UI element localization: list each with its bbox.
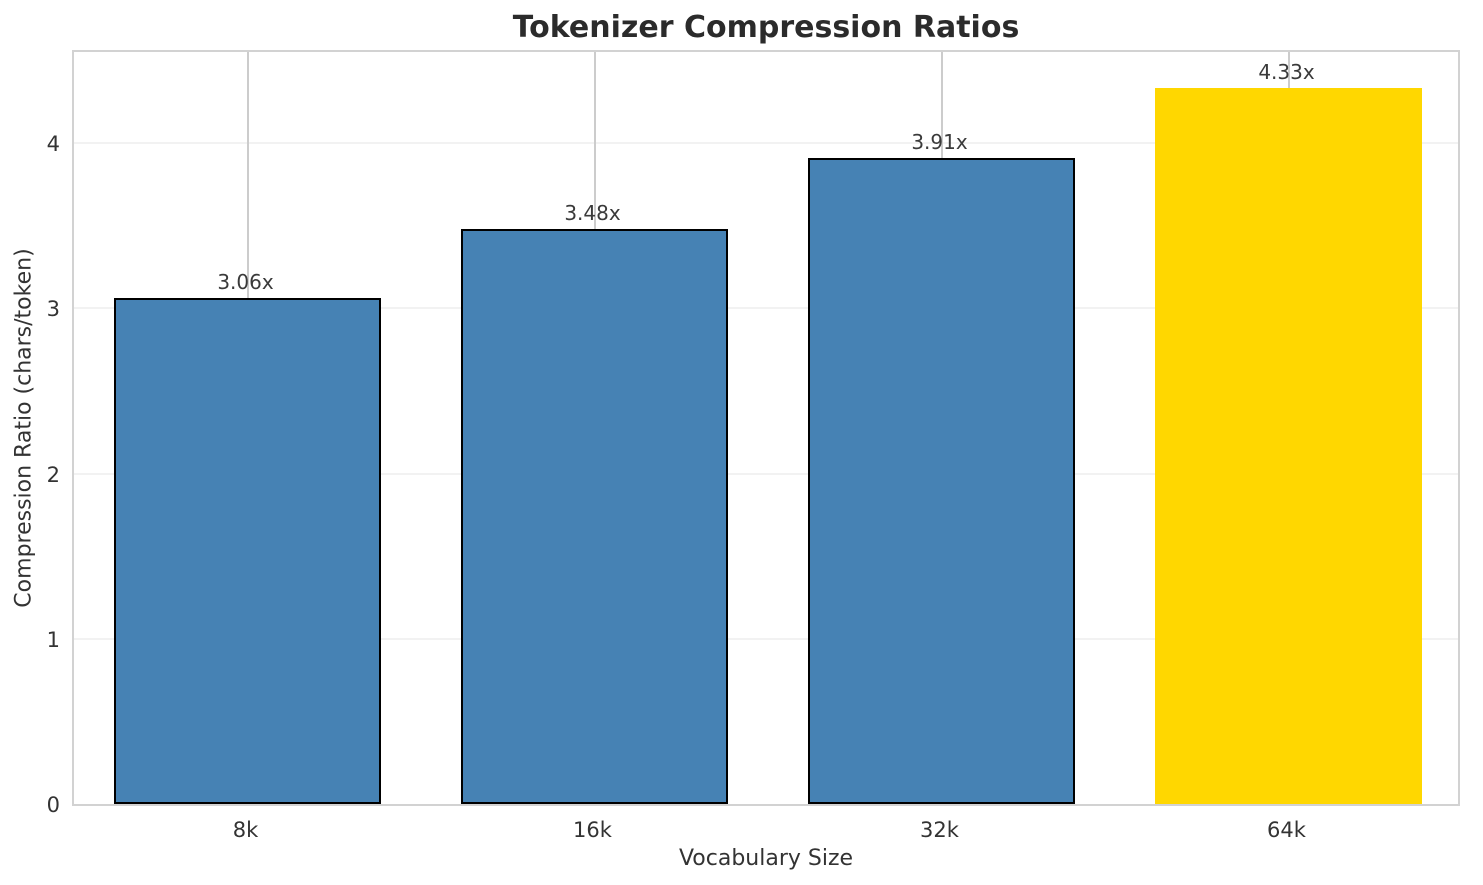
y-axis-label: Compression Ratio (chars/token) <box>11 248 37 608</box>
gridline-horizontal <box>74 472 1458 475</box>
plot-area <box>72 50 1460 806</box>
x-axis-label: Vocabulary Size <box>678 846 854 871</box>
y-tick-label: 3 <box>46 297 60 322</box>
bar-value-label: 4.33x <box>1258 60 1315 85</box>
bar-8k <box>114 298 381 804</box>
gridline-horizontal <box>74 307 1458 310</box>
x-tick-label: 64k <box>1267 818 1306 842</box>
gridline-horizontal <box>74 142 1458 145</box>
x-tick-label: 32k <box>920 818 959 842</box>
y-tick-label: 2 <box>46 462 60 487</box>
y-tick-label: 4 <box>46 132 60 157</box>
bar-64k <box>1155 88 1422 804</box>
y-tick-label: 1 <box>46 627 60 652</box>
bar-value-label: 3.06x <box>217 270 274 295</box>
x-tick-label: 16k <box>573 818 612 842</box>
bar-value-label: 3.48x <box>564 200 621 225</box>
bar-16k <box>461 229 728 804</box>
x-tick-label: 8k <box>232 818 259 842</box>
bar-value-label: 3.91x <box>911 129 968 154</box>
gridline-horizontal <box>74 637 1458 640</box>
chart-title: Tokenizer Compression Ratios <box>512 10 1020 45</box>
bar-32k <box>808 158 1075 804</box>
y-tick-label: 0 <box>46 793 60 817</box>
